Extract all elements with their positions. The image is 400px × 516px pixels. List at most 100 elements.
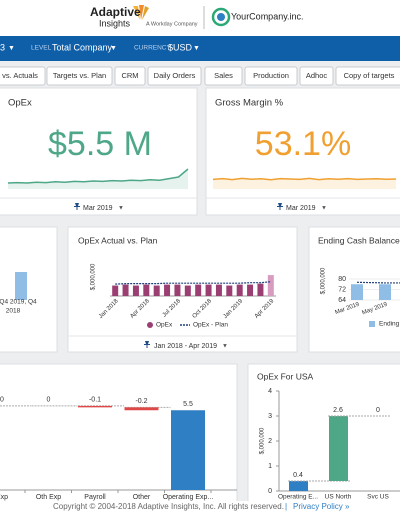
legend-swatch	[369, 321, 375, 327]
bar	[171, 410, 205, 490]
tab[interactable]	[335, 66, 400, 86]
bar	[164, 284, 171, 296]
logo-sub: Insights	[99, 18, 131, 28]
card	[0, 226, 58, 353]
bar	[184, 285, 191, 296]
card	[205, 87, 400, 216]
sparkline	[7, 168, 189, 184]
bar	[267, 275, 274, 296]
level-value: Total Company	[52, 42, 113, 52]
sparkline-area	[8, 169, 188, 189]
dropdown-arrow[interactable]: ▼	[118, 206, 124, 212]
legend-label: Ending	[379, 321, 400, 328]
value-label: 5.5	[183, 401, 193, 408]
toolbar	[0, 36, 400, 61]
x-tick-label: Payroll	[84, 494, 106, 501]
bar	[195, 284, 202, 296]
x-tick-label: Operating Exp...	[163, 494, 214, 501]
logo-name: Adaptive	[90, 5, 141, 19]
kpi-value: $5.5 M	[48, 125, 152, 163]
dropdown-arrow: ▼	[193, 45, 200, 52]
bar	[132, 285, 139, 296]
bar	[153, 285, 160, 296]
period-label: Mar 2019	[83, 205, 113, 212]
bar	[289, 481, 308, 491]
value-label: 0.4	[293, 472, 303, 479]
y-tick-label: 1	[268, 463, 272, 470]
dropdown-arrow: ▼	[110, 45, 117, 52]
level-label: LEVEL	[31, 45, 52, 52]
y-axis-label: $,000,000	[321, 267, 327, 294]
x-tick-label: Exp	[0, 494, 8, 501]
dropdown-arrow: ▼	[8, 45, 15, 52]
footer	[0, 501, 400, 516]
dropdown-arrow[interactable]: ▼	[222, 344, 228, 350]
tab[interactable]	[299, 66, 334, 86]
period-label: Mar 2019	[286, 205, 316, 212]
sparkline	[212, 177, 397, 181]
tab-label: CRM	[121, 71, 138, 80]
legend-label: OpEx - Plan	[193, 322, 228, 329]
x-tick-label: Svc US	[367, 494, 389, 501]
x-tick-label: Oth Exp	[36, 494, 61, 501]
card-title: Ending Cash Balance re	[318, 235, 400, 245]
tab[interactable]	[147, 66, 202, 86]
y-axis-label: $,000,000	[91, 263, 97, 290]
legend-swatch	[147, 322, 153, 328]
currency-value: $USD	[168, 42, 193, 52]
dropdown-arrow[interactable]: ▼	[321, 206, 327, 212]
pin-icon	[277, 203, 283, 210]
value-label: 2.6	[333, 407, 343, 414]
logo-icon	[133, 5, 149, 20]
bar	[351, 284, 363, 300]
line	[356, 281, 400, 284]
separator: |	[285, 502, 287, 511]
company-icon-core	[217, 13, 225, 21]
period-selector[interactable]: 3 ▼	[0, 42, 15, 52]
tab-label: vs. Actuals	[2, 71, 38, 80]
currency-selector[interactable]: CURRENCY $USD ▼	[134, 42, 200, 52]
bar	[124, 407, 159, 411]
bar	[257, 283, 264, 296]
tab-label: Sales	[214, 71, 233, 80]
level-selector[interactable]: LEVEL Total Company ▼	[31, 42, 117, 52]
x-tick-label: Q4 2019, Q4	[0, 299, 37, 306]
y-tick-label: 2	[268, 438, 272, 445]
y-tick-label: 4	[268, 388, 272, 395]
card	[67, 226, 298, 353]
x-tick-label: 2018	[6, 308, 21, 315]
tab-label: Production	[253, 71, 289, 80]
tab[interactable]	[204, 66, 243, 86]
tab[interactable]	[0, 66, 46, 86]
x-tick-label: US North	[325, 494, 352, 501]
bar	[143, 284, 150, 296]
copyright: Copyright © 2004-2018 Adaptive Insights,…	[53, 502, 284, 511]
currency-label: CURRENCY	[134, 45, 172, 52]
y-tick-label: 80	[338, 276, 346, 283]
tab[interactable]	[244, 66, 298, 86]
privacy-link[interactable]: Privacy Policy »	[293, 502, 350, 511]
company-name: YourCompany.inc.	[231, 11, 304, 21]
value-label: -0.1	[89, 397, 101, 404]
card-title: OpEx Actual vs. Plan	[78, 235, 158, 245]
bar	[15, 272, 27, 300]
tab-label: Copy of targets	[344, 71, 395, 80]
y-tick-label: 64	[338, 297, 346, 304]
period-value: 3	[0, 42, 5, 52]
bar	[174, 284, 181, 296]
card-title: OpEx For USA	[257, 371, 314, 381]
y-tick-label: 3	[268, 413, 272, 420]
tab-label: Targets vs. Plan	[53, 71, 106, 80]
bar	[205, 284, 212, 296]
value-label: -0.2	[135, 398, 147, 405]
tab[interactable]	[114, 66, 146, 86]
plan-line	[115, 281, 271, 285]
bar	[379, 284, 391, 300]
value-label: 0	[0, 397, 4, 404]
pin-icon	[74, 203, 80, 210]
tab[interactable]	[46, 66, 113, 86]
bar	[122, 284, 129, 296]
bar	[78, 405, 112, 408]
card	[0, 87, 198, 216]
